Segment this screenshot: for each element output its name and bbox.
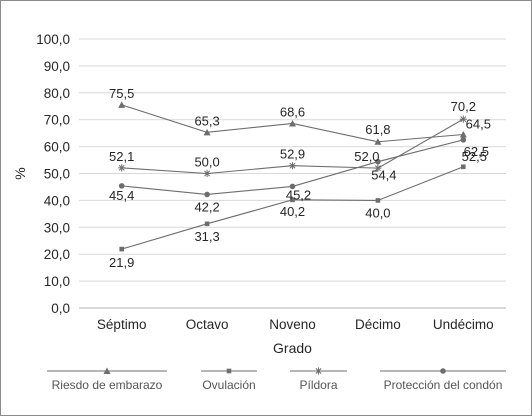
data-label: 62,5 (464, 144, 489, 159)
y-tick-label: 100,0 (36, 32, 70, 47)
data-point (203, 128, 211, 136)
y-tick-label: 20,0 (44, 247, 70, 262)
x-tick-label: Undécimo (433, 317, 494, 332)
data-label: 52,1 (109, 149, 134, 164)
data-label: 40,0 (365, 205, 390, 220)
data-label: 45,2 (286, 187, 311, 202)
data-label: 75,5 (109, 86, 134, 101)
x-tick-label: Noveno (269, 317, 316, 332)
legend-marker (314, 367, 323, 375)
y-tick-label: 80,0 (44, 86, 70, 101)
data-point (374, 138, 382, 145)
data-point (118, 101, 126, 108)
y-tick-label: 0,0 (51, 301, 70, 316)
data-label: 65,3 (194, 113, 219, 128)
data-label: 21,9 (109, 255, 134, 270)
legend-entry: Píldora (290, 367, 347, 392)
data-point (459, 130, 467, 138)
y-axis-ticks: 0,0 10,0 20,0 30,0 40,0 50,0 60,0 70,0 80,0 90,0 1… (36, 32, 70, 316)
data-point (288, 162, 297, 170)
data-point (375, 158, 381, 165)
legend-entry: Protección del condón (380, 368, 506, 392)
data-point (460, 137, 467, 143)
y-tick-label: 40,0 (44, 193, 70, 208)
x-axis-ticks: Séptimo Octavo Noveno Décimo Undécimo (97, 317, 494, 332)
data-point (118, 164, 126, 172)
y-tick-label: 90,0 (44, 59, 70, 74)
data-point (290, 197, 295, 203)
data-point (118, 183, 125, 189)
data-label: 52,9 (280, 147, 305, 162)
data-label: 61,8 (365, 122, 390, 137)
gridlines (79, 38, 506, 309)
data-point (289, 183, 296, 190)
y-tick-label: 10,0 (44, 274, 70, 289)
data-point (461, 164, 466, 170)
series-markers (118, 101, 467, 252)
data-label: 50,0 (194, 155, 219, 170)
data-label: 64,5 (466, 116, 491, 131)
data-label: 45,4 (109, 188, 134, 203)
y-tick-label: 70,0 (44, 113, 70, 128)
legend-label: Protección del condón (384, 378, 503, 392)
x-axis-title: Grado (273, 340, 312, 356)
legend-entry: Ovulación (201, 368, 257, 392)
data-label: 31,3 (194, 229, 219, 244)
y-axis-title: % (12, 167, 28, 179)
data-label: 52,0 (354, 149, 379, 164)
data-labels: 75,5 65,3 68,6 61,8 64,5 21,9 31,3 40,2 40,0 52,5… (109, 86, 491, 270)
data-label: 42,2 (194, 199, 219, 214)
legend-marker (440, 368, 446, 374)
data-point (204, 221, 210, 227)
legend-entry: Riesdo de embarazo (47, 367, 167, 392)
y-tick-label: 50,0 (44, 167, 70, 182)
y-tick-label: 60,0 (44, 140, 70, 155)
y-tick-label: 30,0 (44, 220, 70, 235)
data-point (204, 191, 210, 198)
data-label: 40,2 (280, 204, 305, 219)
data-label: 54,4 (371, 168, 396, 183)
data-point (119, 246, 124, 252)
legend: Riesdo de embarazo Ovulación Píldora Protec… (47, 367, 506, 392)
data-point (374, 164, 382, 172)
data-point (203, 169, 211, 178)
x-tick-label: Octavo (186, 317, 229, 332)
legend-marker (103, 367, 111, 374)
data-label: 70,2 (451, 99, 476, 114)
legend-marker (226, 368, 232, 374)
x-tick-label: Décimo (355, 317, 401, 332)
data-point (459, 115, 467, 123)
data-label: 68,6 (280, 104, 305, 119)
legend-label: Píldora (299, 378, 337, 392)
legend-label: Riesdo de embarazo (52, 378, 163, 392)
data-point (289, 119, 296, 127)
data-label: 52,5 (462, 149, 487, 164)
legend-label: Ovulación (202, 378, 255, 392)
data-point (375, 198, 381, 203)
x-tick-label: Séptimo (97, 317, 147, 332)
